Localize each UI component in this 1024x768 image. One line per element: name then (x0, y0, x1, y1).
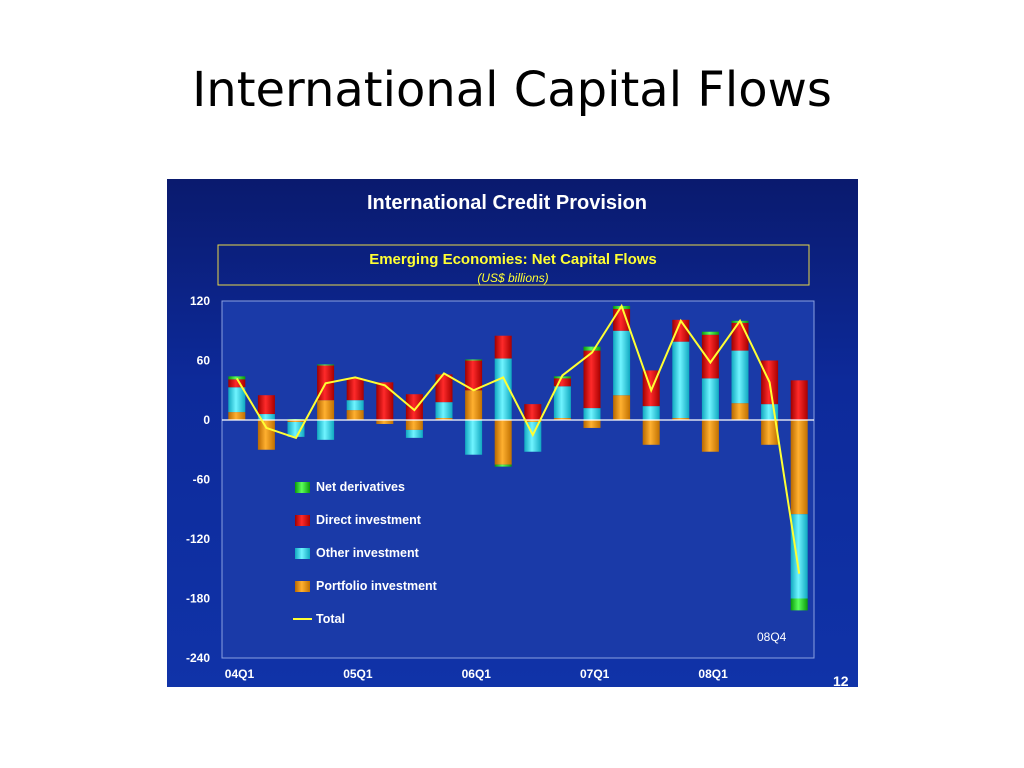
bar-portfolio_investment (642, 420, 660, 445)
bar-other_investment (257, 414, 275, 420)
bar-other_investment (228, 387, 246, 413)
bar-net_derivatives (494, 464, 512, 467)
bar-net_derivatives (465, 359, 483, 361)
slide-title: International Capital Flows (192, 62, 832, 118)
bar-portfolio_investment (228, 412, 246, 420)
bar-portfolio_investment (790, 420, 808, 515)
chart-panel: International Credit Provision Emerging … (167, 179, 858, 687)
bar-other_investment (672, 341, 690, 419)
chart-unit-note: (US$ billions) (477, 271, 548, 285)
bar-net_derivatives (790, 598, 808, 611)
bar-direct_investment (376, 382, 394, 420)
bar-portfolio_investment (583, 420, 601, 428)
bar-portfolio_investment (761, 420, 779, 445)
y-axis: 120 60 0 -60 -120 -180 -240 (186, 294, 210, 665)
bar-portfolio_investment (553, 418, 571, 420)
bar-portfolio_investment (494, 420, 512, 465)
bar-portfolio_investment (524, 420, 542, 422)
legend-swatch-direct_investment (295, 515, 310, 526)
y-tick-label: 60 (197, 354, 211, 368)
bar-portfolio_investment (613, 395, 631, 420)
bar-net_derivatives (228, 376, 246, 380)
bar-other_investment (287, 421, 305, 437)
bar-direct_investment (731, 322, 749, 351)
bar-net_derivatives (583, 346, 601, 351)
bar-direct_investment (494, 335, 512, 359)
subtitle-box (217, 244, 810, 286)
bar-other_investment (583, 408, 601, 420)
bar-direct_investment (257, 395, 275, 415)
legend-label-net_derivatives: Net derivatives (316, 480, 405, 494)
bar-portfolio_investment (376, 420, 394, 424)
bar-portfolio_investment (672, 418, 690, 420)
bar-direct_investment (613, 308, 631, 331)
bar-other_investment (435, 402, 453, 419)
chart-svg: International Credit Provision Emerging … (186, 192, 815, 681)
bar-direct_investment (553, 378, 571, 387)
bar-portfolio_investment (287, 420, 305, 422)
bar-portfolio_investment (731, 403, 749, 420)
y-tick-label: -120 (186, 532, 210, 546)
plot-area (221, 300, 815, 659)
bar-direct_investment (583, 350, 601, 409)
y-tick-label: 0 (203, 413, 210, 427)
bar-portfolio_investment (435, 418, 453, 420)
x-tick-label: 06Q1 (462, 667, 492, 681)
bar-other_investment (613, 330, 631, 396)
bar-other_investment (553, 386, 571, 419)
bar-other_investment (701, 378, 719, 420)
x-tick-label: 07Q1 (580, 667, 610, 681)
legend-label-other_investment: Other investment (316, 546, 420, 560)
bar-other_investment (731, 350, 749, 404)
bar-direct_investment (405, 394, 423, 420)
chart-title: International Credit Provision (367, 192, 647, 214)
x-tick-label: 05Q1 (343, 667, 373, 681)
bar-other_investment (790, 514, 808, 599)
bar-portfolio_investment (346, 410, 364, 420)
bar-direct_investment (228, 379, 246, 388)
bar-direct_investment (701, 334, 719, 379)
bar-direct_investment (465, 360, 483, 391)
y-tick-label: -180 (186, 592, 210, 606)
y-tick-label: -60 (193, 473, 211, 487)
bar-other_investment (642, 406, 660, 420)
legend-label-portfolio_investment: Portfolio investment (316, 579, 438, 593)
x-axis: 04Q1 05Q1 06Q1 07Q1 08Q1 (225, 667, 728, 681)
legend-swatch-net_derivatives (295, 482, 310, 493)
y-tick-label: -240 (186, 651, 210, 665)
bar-other_investment (465, 420, 483, 455)
total-line (235, 303, 801, 574)
bar-direct_investment (524, 404, 542, 420)
y-tick-label: 120 (190, 294, 210, 308)
legend-swatch-other_investment (295, 548, 310, 559)
annotation-08q4: 08Q4 (757, 630, 787, 644)
bar-direct_investment (435, 374, 453, 403)
x-tick-label: 04Q1 (225, 667, 255, 681)
legend-label-total: Total (316, 612, 345, 626)
page-number: 12 (833, 673, 849, 687)
bar-portfolio_investment (317, 400, 335, 420)
bar-other_investment (346, 400, 364, 411)
bars-group (228, 305, 808, 611)
bar-portfolio_investment (465, 390, 483, 420)
bar-other_investment (494, 358, 512, 420)
x-tick-label: 08Q1 (698, 667, 728, 681)
legend-label-direct_investment: Direct investment (316, 513, 422, 527)
bar-portfolio_investment (405, 420, 423, 430)
bar-portfolio_investment (701, 420, 719, 452)
bar-other_investment (405, 429, 423, 438)
legend-swatch-portfolio_investment (295, 581, 310, 592)
bar-portfolio_investment (257, 420, 275, 450)
bar-other_investment (317, 420, 335, 440)
legend: Net derivatives Direct investment Other in… (293, 480, 438, 626)
bar-net_derivatives (701, 331, 719, 335)
chart-subtitle: Emerging Economies: Net Capital Flows (369, 251, 657, 268)
bar-direct_investment (790, 380, 808, 420)
bar-direct_investment (346, 378, 364, 401)
bar-net_derivatives (317, 364, 335, 366)
